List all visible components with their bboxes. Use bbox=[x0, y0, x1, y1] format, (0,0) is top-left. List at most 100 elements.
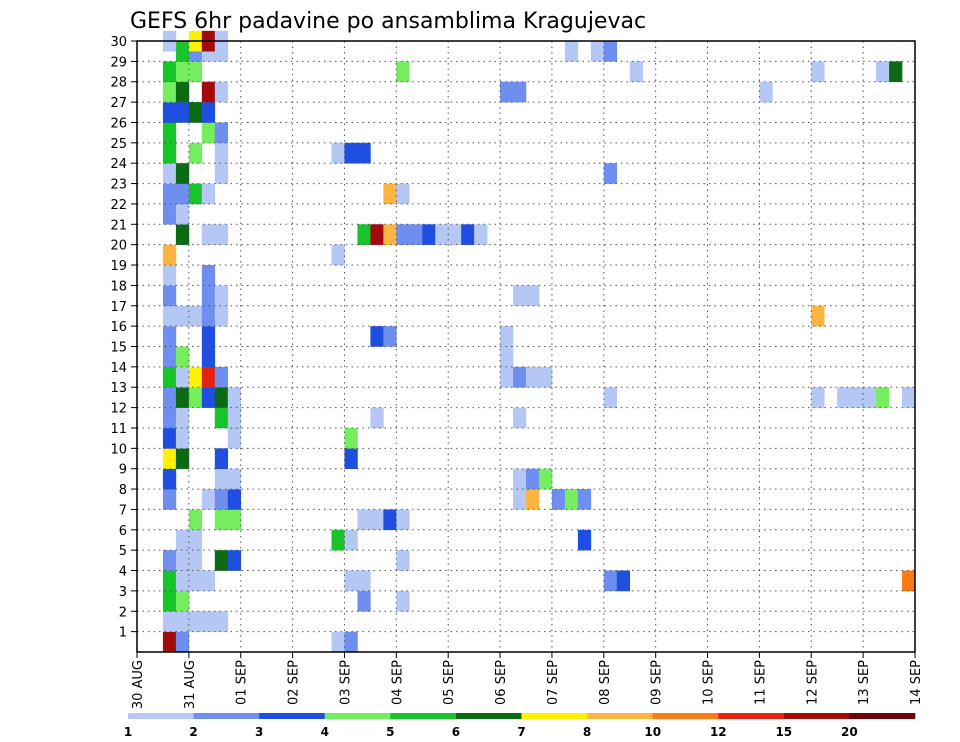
heatmap-cell bbox=[175, 41, 190, 62]
y-tick-label: 11 bbox=[110, 422, 127, 437]
heatmap-cell bbox=[331, 142, 345, 164]
heatmap-cell bbox=[331, 244, 345, 266]
x-tick-label: 07 SEP bbox=[546, 660, 561, 705]
heatmap-cell bbox=[603, 387, 618, 408]
y-tick-label: 23 bbox=[110, 178, 127, 193]
heatmap-cell bbox=[162, 265, 177, 286]
heatmap-cell bbox=[201, 305, 216, 327]
heatmap-cell bbox=[214, 387, 229, 408]
heatmap-cell bbox=[902, 387, 916, 408]
heatmap-cell bbox=[409, 224, 423, 245]
x-tick-label: 01 SEP bbox=[235, 660, 250, 705]
heatmap-cell bbox=[175, 448, 190, 469]
heatmap-cell bbox=[538, 366, 553, 388]
heatmap-cell bbox=[344, 529, 358, 551]
color-legend: 1 2 3 4 5 6 7 8 10 12 15 20 bbox=[124, 713, 916, 739]
heatmap-cell bbox=[577, 529, 592, 551]
y-tick-label: 6 bbox=[119, 524, 127, 539]
heatmap-cell bbox=[876, 61, 890, 83]
legend-swatch bbox=[652, 713, 719, 719]
y-tick-label: 14 bbox=[110, 361, 127, 376]
heatmap-cell bbox=[162, 183, 177, 205]
heatmap-cell bbox=[227, 489, 242, 510]
y-tick-label: 3 bbox=[119, 585, 127, 600]
heatmap-cell bbox=[188, 142, 203, 164]
heatmap-cell bbox=[214, 509, 229, 531]
heatmap-cell bbox=[162, 305, 177, 327]
heatmap-cell bbox=[188, 61, 203, 83]
y-tick-label: 12 bbox=[110, 402, 127, 417]
heatmap-cell bbox=[175, 81, 190, 103]
x-axis: 30 AUG 31 AUG 01 SEP 02 SEP 03 SEP 04 SEP 05 S… bbox=[131, 652, 924, 709]
heatmap-cell bbox=[214, 224, 229, 245]
heatmap-cell bbox=[435, 224, 449, 245]
y-tick-label: 10 bbox=[110, 442, 127, 457]
heatmap-cell bbox=[162, 631, 177, 653]
legend-label: 3 bbox=[255, 725, 263, 739]
heatmap-cell bbox=[227, 407, 242, 429]
y-tick-label: 24 bbox=[110, 157, 127, 172]
heatmap-cell bbox=[201, 366, 216, 388]
heatmap-cell bbox=[162, 366, 177, 388]
heatmap-cell bbox=[214, 305, 229, 327]
heatmap-cell bbox=[577, 489, 592, 510]
heatmap-cell bbox=[175, 387, 190, 408]
heatmap-cell bbox=[214, 285, 229, 307]
legend-label: 10 bbox=[644, 725, 661, 739]
heatmap-cell bbox=[188, 366, 203, 388]
legend-swatch bbox=[455, 713, 522, 719]
y-tick-label: 28 bbox=[110, 76, 127, 91]
heatmap-cell bbox=[162, 346, 177, 368]
y-tick-label: 18 bbox=[110, 279, 127, 294]
y-tick-label: 19 bbox=[110, 259, 127, 274]
heatmap-cell bbox=[188, 387, 203, 408]
heatmap-cell bbox=[162, 285, 177, 307]
heatmap-cell bbox=[201, 81, 216, 103]
y-tick-label: 20 bbox=[110, 239, 127, 254]
heatmap-cell bbox=[162, 81, 177, 103]
heatmap-cell bbox=[188, 570, 203, 592]
heatmap-cell bbox=[564, 489, 579, 510]
heatmap-cell bbox=[500, 81, 514, 103]
y-tick-label: 30 bbox=[110, 35, 127, 50]
heatmap-cell bbox=[902, 570, 916, 592]
heatmap-cell bbox=[383, 183, 397, 205]
heatmap-cell bbox=[175, 529, 190, 551]
legend-label: 1 bbox=[124, 725, 132, 739]
heatmap-cell bbox=[162, 244, 177, 266]
legend-swatch bbox=[587, 713, 653, 719]
heatmap-cell bbox=[344, 427, 358, 449]
legend-swatch bbox=[193, 713, 260, 719]
heatmap-cell bbox=[396, 61, 410, 83]
heatmap-cell bbox=[201, 285, 216, 307]
heatmap-cell bbox=[214, 81, 229, 103]
legend-swatch bbox=[718, 713, 785, 719]
heatmap-cell bbox=[331, 529, 345, 551]
heatmap-cell bbox=[201, 102, 216, 123]
heatmap-cell bbox=[227, 509, 242, 531]
legend-swatch bbox=[390, 713, 457, 719]
heatmap-cell bbox=[370, 224, 384, 245]
heatmap-cell bbox=[201, 611, 216, 632]
heatmap-cell bbox=[175, 366, 190, 388]
y-tick-label: 8 bbox=[119, 483, 127, 498]
legend-label: 20 bbox=[841, 725, 858, 739]
x-tick-label: 13 SEP bbox=[857, 660, 872, 705]
heatmap-cell bbox=[357, 509, 371, 531]
legend-swatch bbox=[259, 713, 326, 719]
heatmap-cell bbox=[513, 81, 527, 103]
heatmap-cell bbox=[357, 590, 371, 612]
heatmap-cell bbox=[175, 102, 190, 123]
y-tick-label: 15 bbox=[110, 341, 127, 356]
heatmap-cell bbox=[396, 590, 410, 612]
heatmap-cell bbox=[526, 489, 540, 510]
y-tick-label: 1 bbox=[119, 626, 127, 641]
heatmap-cell bbox=[500, 326, 514, 347]
y-tick-label: 2 bbox=[119, 605, 127, 620]
heatmap-cell bbox=[201, 489, 216, 510]
heatmap-cell bbox=[357, 224, 371, 245]
heatmap-cell bbox=[214, 122, 229, 144]
heatmap-cell bbox=[357, 570, 371, 592]
x-tick-label: 10 SEP bbox=[702, 660, 717, 705]
